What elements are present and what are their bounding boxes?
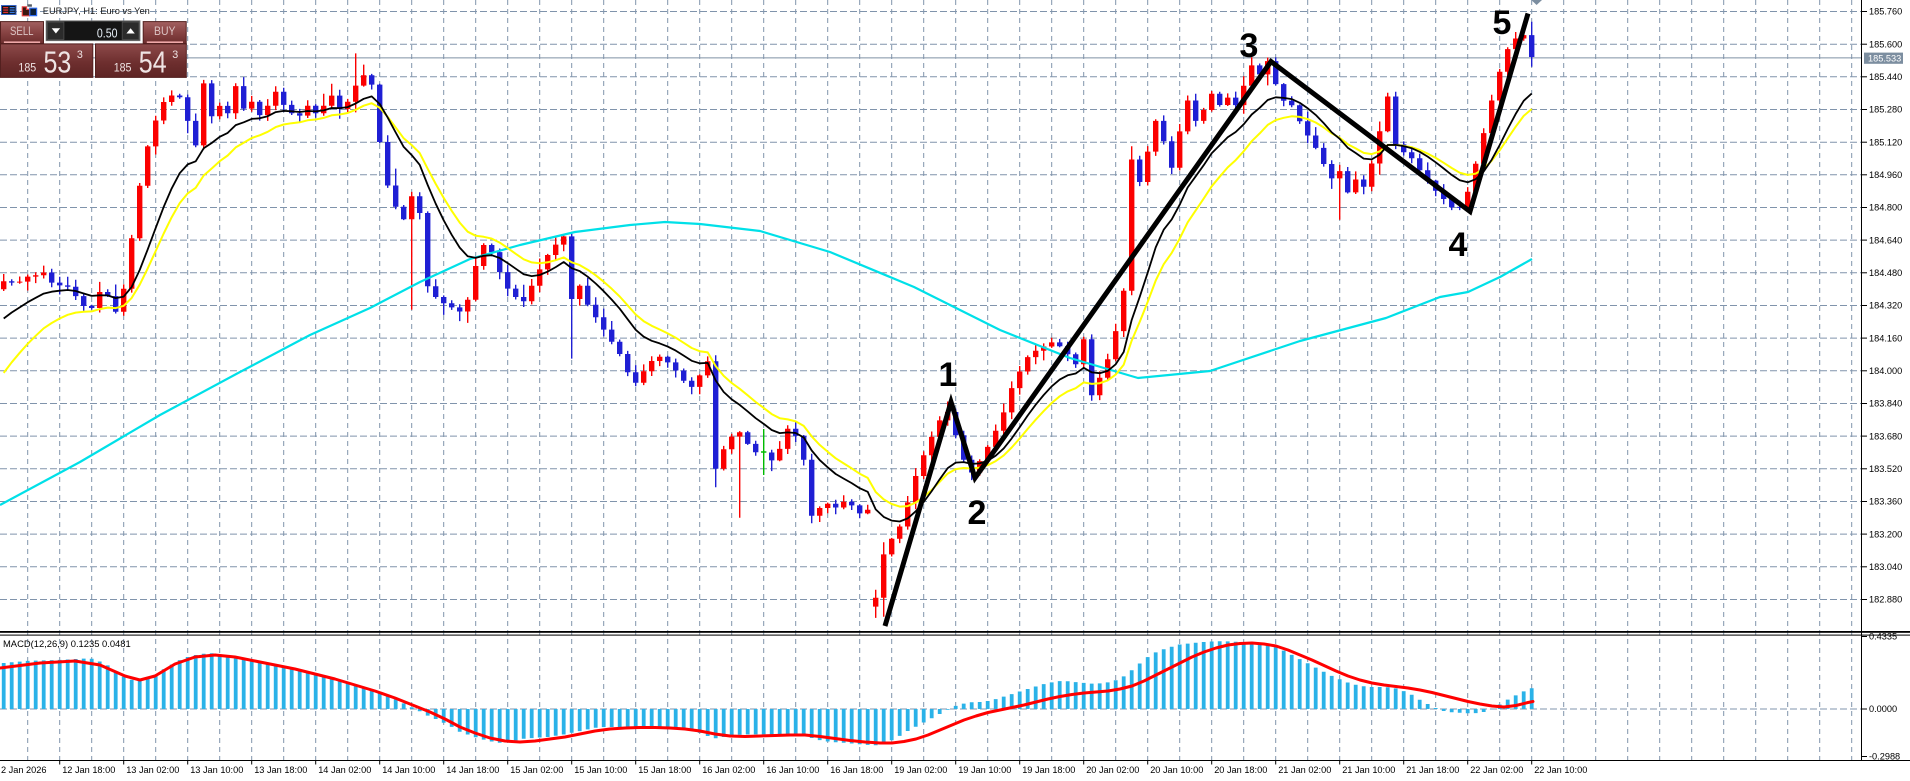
- svg-text:184.160: 184.160: [1869, 333, 1902, 343]
- svg-text:MACD(12,26,9) 0.1235 0.0481: MACD(12,26,9) 0.1235 0.0481: [3, 638, 131, 649]
- svg-text:184.000: 184.000: [1869, 366, 1902, 376]
- svg-text:185.440: 185.440: [1869, 72, 1902, 82]
- svg-text:13 Jan 02:00: 13 Jan 02:00: [126, 765, 179, 775]
- svg-text:21 Jan 02:00: 21 Jan 02:00: [1278, 765, 1331, 775]
- svg-text:16 Jan 02:00: 16 Jan 02:00: [702, 765, 755, 775]
- svg-text:16 Jan 18:00: 16 Jan 18:00: [830, 765, 883, 775]
- svg-text:22 Jan 10:00: 22 Jan 10:00: [1534, 765, 1587, 775]
- svg-text:14 Jan 18:00: 14 Jan 18:00: [446, 765, 499, 775]
- svg-text:183.360: 183.360: [1869, 497, 1902, 507]
- svg-text:183.200: 183.200: [1869, 529, 1902, 539]
- svg-text:185.760: 185.760: [1869, 7, 1902, 17]
- svg-text:16 Jan 10:00: 16 Jan 10:00: [766, 765, 819, 775]
- svg-text:15 Jan 10:00: 15 Jan 10:00: [574, 765, 627, 775]
- svg-text:182.880: 182.880: [1869, 595, 1902, 605]
- svg-text:3: 3: [1240, 27, 1259, 65]
- svg-text:0.50: 0.50: [97, 25, 118, 40]
- svg-text:183.040: 183.040: [1869, 562, 1902, 572]
- svg-text:20 Jan 02:00: 20 Jan 02:00: [1086, 765, 1139, 775]
- svg-text:-0.2988: -0.2988: [1869, 752, 1900, 762]
- svg-text:54: 54: [139, 45, 167, 80]
- svg-text:19 Jan 10:00: 19 Jan 10:00: [958, 765, 1011, 775]
- svg-text:185.600: 185.600: [1869, 39, 1902, 49]
- svg-text:14 Jan 10:00: 14 Jan 10:00: [382, 765, 435, 775]
- svg-text:21 Jan 18:00: 21 Jan 18:00: [1406, 765, 1459, 775]
- svg-text:13 Jan 18:00: 13 Jan 18:00: [254, 765, 307, 775]
- svg-text:183.520: 183.520: [1869, 464, 1902, 474]
- svg-text:1: 1: [939, 356, 958, 394]
- svg-text:185: 185: [18, 61, 36, 75]
- svg-text:184.640: 184.640: [1869, 235, 1902, 245]
- svg-text:4: 4: [1449, 226, 1468, 264]
- svg-text:3: 3: [77, 49, 83, 61]
- svg-text:0.0000: 0.0000: [1869, 704, 1897, 714]
- svg-text:184.960: 184.960: [1869, 170, 1902, 180]
- svg-text:185.120: 185.120: [1869, 137, 1902, 147]
- svg-text:2 Jan 2026: 2 Jan 2026: [1, 765, 46, 775]
- svg-text:SELL: SELL: [10, 24, 34, 38]
- svg-text:183.840: 183.840: [1869, 399, 1902, 409]
- svg-text:185.533: 185.533: [1868, 54, 1901, 64]
- svg-text:15 Jan 02:00: 15 Jan 02:00: [510, 765, 563, 775]
- svg-text:20 Jan 18:00: 20 Jan 18:00: [1214, 765, 1267, 775]
- svg-text:20 Jan 10:00: 20 Jan 10:00: [1150, 765, 1203, 775]
- svg-text:14 Jan 02:00: 14 Jan 02:00: [318, 765, 371, 775]
- svg-text:19 Jan 02:00: 19 Jan 02:00: [894, 765, 947, 775]
- svg-text:184.320: 184.320: [1869, 301, 1902, 311]
- svg-text:184.800: 184.800: [1869, 203, 1902, 213]
- svg-text:21 Jan 10:00: 21 Jan 10:00: [1342, 765, 1395, 775]
- svg-text:BUY: BUY: [154, 24, 176, 38]
- svg-text:185: 185: [114, 61, 132, 75]
- svg-text:13 Jan 10:00: 13 Jan 10:00: [190, 765, 243, 775]
- svg-text:53: 53: [44, 45, 72, 80]
- svg-text:185.280: 185.280: [1869, 105, 1902, 115]
- svg-text:5: 5: [1493, 4, 1512, 42]
- svg-text:22 Jan 02:00: 22 Jan 02:00: [1470, 765, 1523, 775]
- svg-text:EURJPY, H1: Euro vs Yen: EURJPY, H1: Euro vs Yen: [43, 6, 150, 16]
- svg-text:15 Jan 18:00: 15 Jan 18:00: [638, 765, 691, 775]
- svg-text:12 Jan 18:00: 12 Jan 18:00: [62, 765, 115, 775]
- svg-text:183.680: 183.680: [1869, 431, 1902, 441]
- svg-text:19 Jan 18:00: 19 Jan 18:00: [1022, 765, 1075, 775]
- svg-text:184.480: 184.480: [1869, 268, 1902, 278]
- svg-text:2: 2: [968, 494, 987, 532]
- svg-text:3: 3: [172, 49, 178, 61]
- svg-text:0.4335: 0.4335: [1869, 632, 1897, 642]
